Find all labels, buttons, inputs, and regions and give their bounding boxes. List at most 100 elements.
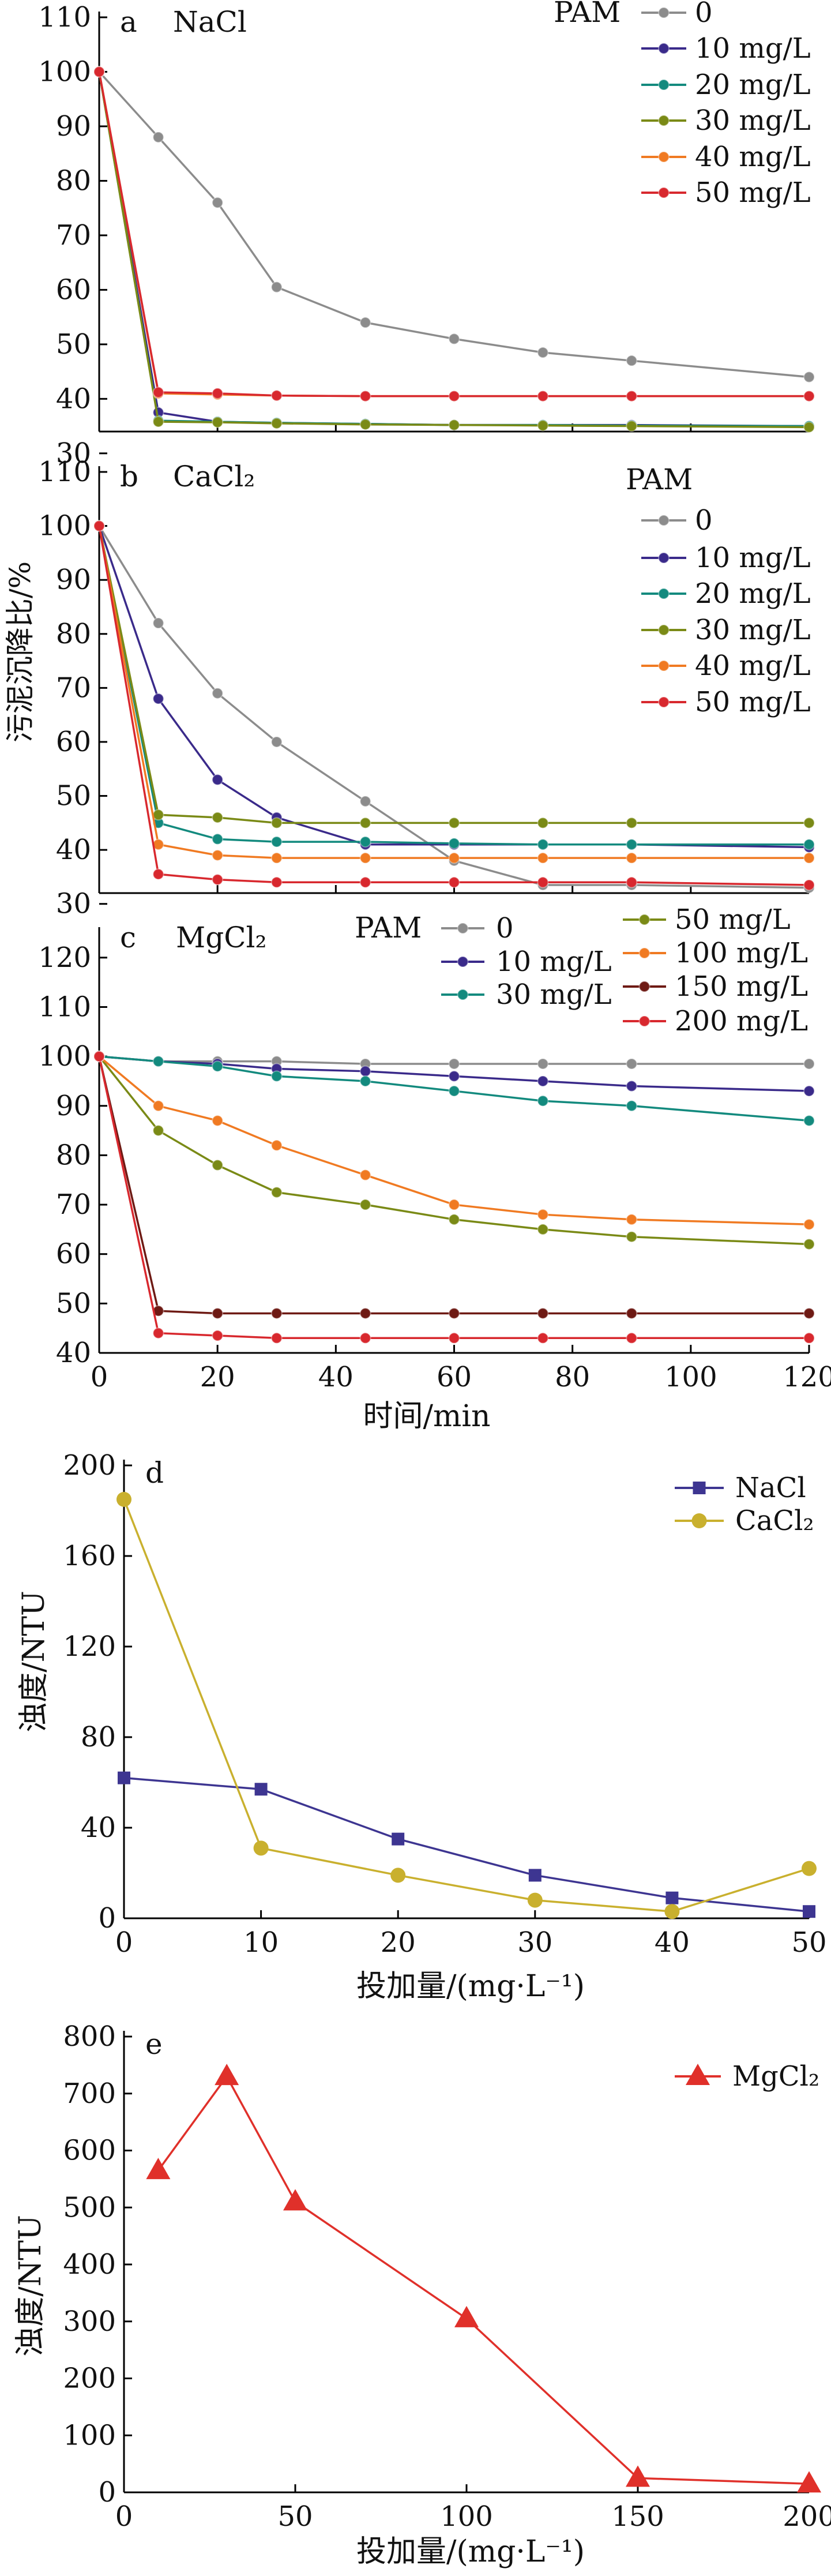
y-tick-label: 60 (56, 726, 91, 758)
y-tick-label: 160 (63, 1540, 116, 1572)
data-point (212, 1060, 224, 1073)
x-tick-label: 50 (791, 1926, 826, 1959)
legend-label: 0 (695, 504, 713, 537)
data-point (359, 1065, 371, 1077)
data-point (448, 1307, 460, 1319)
data-point (537, 1075, 549, 1087)
data-point (803, 1307, 815, 1319)
y-tick-label: 200 (63, 1449, 116, 1482)
y-tick-label: 0 (98, 2476, 116, 2508)
legend-marker (658, 151, 670, 163)
data-point (212, 873, 224, 886)
y-tick-label: 600 (63, 2135, 116, 2167)
y-tick-label: 110 (38, 991, 91, 1023)
data-point (152, 1124, 164, 1137)
panel-e-turbidity-mgcl2: 0 100 200 300 400 500 600 700 800 0 50 100 150 200 e Mg… (63, 2020, 831, 2533)
data-point (537, 1209, 549, 1221)
data-point (152, 617, 164, 629)
data-point (626, 390, 638, 402)
data-point (270, 417, 283, 429)
y-tick-label: 80 (56, 1139, 91, 1171)
data-point (626, 420, 638, 432)
x-tick-label: 120 (783, 1361, 831, 1393)
data-point (359, 1169, 371, 1181)
legend-label: 50 mg/L (675, 903, 791, 936)
legend-label: 100 mg/L (675, 937, 808, 969)
legend-marker (658, 552, 670, 564)
legend-label: 30 mg/L (496, 978, 612, 1011)
x-tick-label: 50 (277, 2500, 313, 2533)
data-point (537, 347, 549, 359)
y-tick-label: 70 (56, 1188, 91, 1221)
data-point (626, 355, 638, 367)
data-point (626, 1213, 638, 1225)
data-point (152, 868, 164, 880)
data-point (803, 1332, 815, 1344)
x-tick-label: 100 (664, 1361, 717, 1393)
data-point (537, 1095, 549, 1107)
data-point (270, 736, 283, 748)
data-point (270, 1332, 283, 1344)
panel-letter: d (145, 1456, 164, 1490)
data-point (359, 1075, 371, 1087)
y-tick-label: 100 (63, 2419, 116, 2451)
legend-marker (638, 914, 650, 925)
data-point (448, 1058, 460, 1070)
salt-label: CaCl₂ (173, 460, 255, 493)
y-tick-label: 50 (56, 1287, 91, 1319)
data-point (270, 281, 283, 293)
data-point (626, 838, 638, 850)
y-tick-label: 90 (56, 110, 91, 143)
data-point (803, 879, 815, 891)
data-point (212, 416, 224, 428)
data-point (537, 1058, 549, 1070)
data-point (448, 1213, 460, 1225)
data-point (803, 421, 815, 433)
y-tick-label: 100 (38, 1040, 91, 1073)
data-point (212, 197, 224, 209)
y-tick-label: 40 (56, 383, 91, 415)
legend-label: NaCl (735, 1472, 806, 1504)
legend-marker (686, 2064, 710, 2085)
data-point (359, 852, 371, 864)
data-point (215, 2064, 239, 2086)
data-point (448, 817, 460, 829)
legend-label: 40 mg/L (695, 650, 811, 682)
panel-letter: a (120, 5, 137, 39)
y-tick-label: 40 (56, 834, 91, 866)
legend-marker (658, 115, 670, 126)
legend-marker (457, 956, 469, 968)
data-point (212, 833, 224, 845)
data-point (212, 1307, 224, 1319)
data-point (626, 876, 638, 888)
data-point (212, 1115, 224, 1127)
legend-marker (658, 515, 670, 526)
x-tick-label: 200 (783, 2500, 831, 2533)
legend-marker (658, 588, 670, 599)
legend-marker (658, 624, 670, 636)
data-point (448, 1332, 460, 1344)
legend-label: CaCl₂ (735, 1505, 814, 1537)
data-point (626, 1058, 638, 1070)
y-tick-label: 30 (56, 888, 91, 920)
legend-marker (457, 989, 469, 1000)
data-point (152, 1327, 164, 1339)
data-point (626, 852, 638, 864)
data-point (448, 1199, 460, 1211)
legend-label: 10 mg/L (496, 946, 612, 978)
data-point (116, 1491, 131, 1507)
legend-marker (658, 43, 670, 54)
legend-marker (658, 79, 670, 91)
data-point (212, 811, 224, 823)
y-tick-label: 90 (56, 1090, 91, 1122)
x-tick-label: 60 (437, 1361, 472, 1393)
legend-label: 50 mg/L (695, 686, 811, 718)
legend-marker (638, 947, 650, 959)
legend-marker (658, 7, 670, 18)
data-point (152, 1100, 164, 1112)
data-point (359, 1332, 371, 1344)
y-tick-label: 110 (38, 456, 91, 488)
x-tick-label: 30 (517, 1926, 552, 1959)
data-point (152, 415, 164, 428)
y-tick-label: 40 (56, 1337, 91, 1369)
